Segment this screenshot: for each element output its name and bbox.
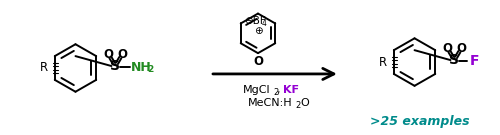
- Text: 4: 4: [262, 19, 266, 28]
- Text: MgCl: MgCl: [243, 85, 271, 95]
- Text: MeCN:H: MeCN:H: [248, 98, 292, 108]
- Text: NH: NH: [132, 60, 152, 73]
- Text: O: O: [104, 48, 114, 61]
- Text: ,: ,: [277, 85, 284, 95]
- Text: 2: 2: [273, 88, 278, 97]
- Text: S: S: [450, 53, 460, 67]
- Text: F: F: [470, 54, 479, 68]
- Text: ⊕: ⊕: [254, 26, 262, 36]
- Text: KF: KF: [283, 85, 299, 95]
- Text: 2: 2: [148, 65, 154, 75]
- Text: R: R: [378, 56, 386, 69]
- Text: O: O: [456, 42, 466, 55]
- Text: ⊖BF: ⊖BF: [244, 16, 266, 26]
- Text: >25 examples: >25 examples: [370, 115, 470, 128]
- Text: O: O: [253, 55, 263, 68]
- Text: 2: 2: [296, 101, 301, 110]
- Text: O: O: [301, 98, 310, 108]
- Text: O: O: [118, 48, 128, 61]
- Text: O: O: [442, 42, 452, 55]
- Text: S: S: [110, 59, 120, 73]
- Text: R: R: [40, 62, 48, 75]
